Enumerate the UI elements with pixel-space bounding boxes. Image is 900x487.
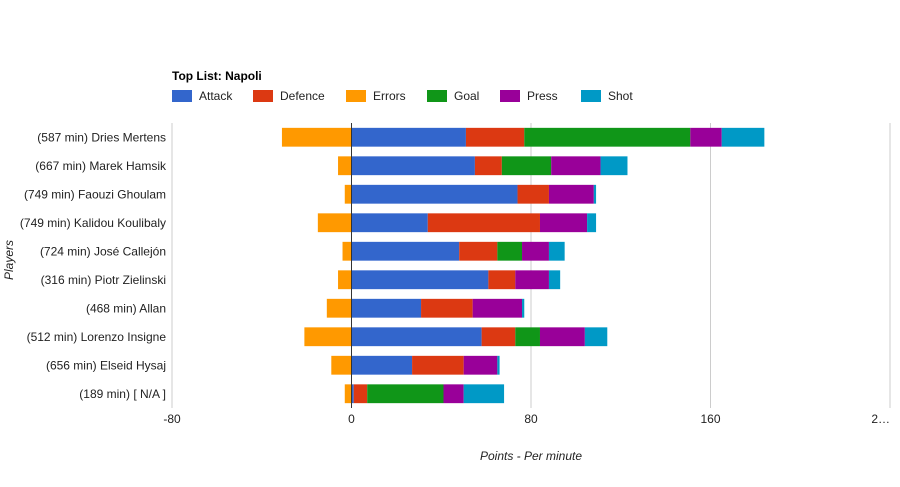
category-label: (667 min) Marek Hamsik — [35, 159, 167, 173]
bar-attack — [351, 355, 413, 375]
bar-errors — [281, 127, 352, 147]
bar-errors — [326, 298, 352, 318]
category-label: (512 min) Lorenzo Insigne — [27, 330, 167, 344]
legend-label-press: Press — [527, 89, 558, 103]
legend-swatch-defence — [253, 90, 273, 102]
category-label: (749 min) Kalidou Koulibaly — [20, 216, 166, 230]
x-tick-label: 0 — [348, 412, 355, 426]
category-label: (587 min) Dries Mertens — [37, 130, 166, 144]
bar-attack — [351, 241, 460, 261]
bar-attack — [351, 213, 428, 233]
bar-goal — [515, 327, 540, 347]
bar-attack — [351, 127, 466, 147]
category-label: (316 min) Piotr Zielinski — [41, 273, 166, 287]
bar-press — [463, 355, 498, 375]
bar-errors — [338, 156, 352, 176]
bar-defence — [459, 241, 498, 261]
bar-goal — [367, 384, 444, 404]
bar-press — [539, 213, 588, 233]
bar-defence — [412, 355, 464, 375]
legend-swatch-errors — [346, 90, 366, 102]
bar-errors — [338, 270, 352, 290]
chart-title: Top List: Napoli — [172, 69, 262, 83]
bar-press — [472, 298, 523, 318]
bar-goal — [501, 156, 552, 176]
bar-shot — [522, 298, 525, 318]
bar-press — [522, 241, 549, 261]
bar-press — [443, 384, 464, 404]
legend-label-errors: Errors — [373, 89, 406, 103]
bar-errors — [317, 213, 352, 233]
x-tick-label: 2… — [871, 412, 890, 426]
bar-attack — [351, 384, 354, 404]
bar-shot — [548, 270, 561, 290]
legend-label-goal: Goal — [454, 89, 479, 103]
bar-errors — [331, 355, 352, 375]
bar-shot — [497, 355, 500, 375]
bar-press — [548, 184, 594, 204]
bar-shot — [721, 127, 765, 147]
bar-attack — [351, 270, 489, 290]
bar-defence — [421, 298, 473, 318]
category-label: (656 min) Elseid Hysaj — [46, 358, 166, 372]
legend-label-defence: Defence — [280, 89, 325, 103]
y-axis-title: Players — [2, 240, 16, 280]
bar-defence — [481, 327, 516, 347]
bar-errors — [342, 241, 352, 261]
legend-label-attack: Attack — [199, 89, 233, 103]
bar-press — [551, 156, 601, 176]
bars — [281, 127, 765, 404]
bar-shot — [548, 241, 565, 261]
bar-press — [515, 270, 549, 290]
bar-press — [690, 127, 722, 147]
bar-defence — [353, 384, 368, 404]
bar-attack — [351, 298, 422, 318]
bar-shot — [593, 184, 597, 204]
bar-shot — [463, 384, 505, 404]
bar-defence — [465, 127, 525, 147]
bar-shot — [587, 213, 597, 233]
category-label: (189 min) [ N/A ] — [79, 387, 166, 401]
x-tick-label: 80 — [524, 412, 538, 426]
category-labels: (587 min) Dries Mertens (667 min) Marek H… — [20, 130, 167, 401]
bar-attack — [351, 156, 475, 176]
x-tick-label: 160 — [700, 412, 720, 426]
bar-goal — [497, 241, 523, 261]
bar-shot — [584, 327, 608, 347]
category-label: (724 min) José Callejón — [40, 244, 166, 258]
category-label: (468 min) Allan — [86, 301, 166, 315]
bar-errors — [344, 184, 352, 204]
bar-errors — [344, 384, 352, 404]
bar-attack — [351, 327, 482, 347]
bar-attack — [351, 184, 518, 204]
x-tick-labels: -80 0 80 160 2… — [163, 412, 890, 426]
bar-shot — [600, 156, 628, 176]
bar-defence — [474, 156, 502, 176]
legend: Attack Defence Errors Goal Press Shot — [172, 89, 633, 103]
legend-swatch-press — [500, 90, 520, 102]
bar-errors — [304, 327, 352, 347]
bar-press — [539, 327, 585, 347]
legend-label-shot: Shot — [608, 89, 633, 103]
category-label: (749 min) Faouzi Ghoulam — [24, 187, 166, 201]
legend-swatch-shot — [581, 90, 601, 102]
bar-defence — [488, 270, 516, 290]
bar-defence — [427, 213, 540, 233]
bar-defence — [517, 184, 549, 204]
x-tick-label: -80 — [163, 412, 181, 426]
bar-goal — [524, 127, 691, 147]
legend-swatch-attack — [172, 90, 192, 102]
legend-swatch-goal — [427, 90, 447, 102]
x-axis-title: Points - Per minute — [480, 449, 582, 463]
